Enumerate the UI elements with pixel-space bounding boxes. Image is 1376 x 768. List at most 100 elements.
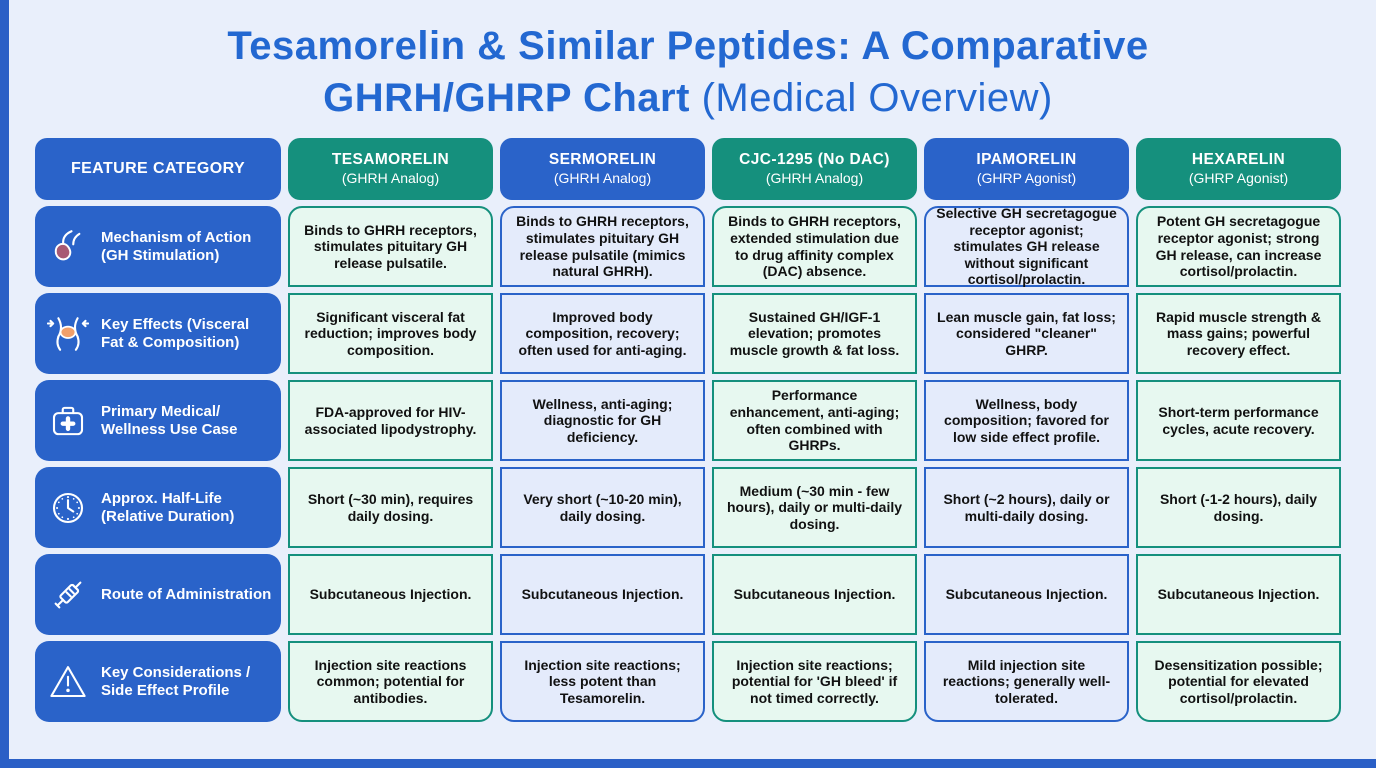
row-label-3: Approx. Half-Life (Relative Duration) xyxy=(35,467,281,548)
syringe-icon xyxy=(47,574,89,616)
table-cell-r3-c3: Short (~2 hours), daily or multi-daily d… xyxy=(924,467,1129,548)
row-label-2: Primary Medical/ Wellness Use Case xyxy=(35,380,281,461)
column-name: IPAMORELIN xyxy=(976,151,1077,169)
warning-triangle-icon xyxy=(47,661,89,703)
table-cell-text: Injection site reactions common; potenti… xyxy=(314,656,467,706)
table-cell-text: Injection site reactions; less potent th… xyxy=(524,656,681,706)
row-label-text: Key Considerations / Side Effect Profile xyxy=(101,663,251,699)
table-cell-text: Subcutaneous Injection. xyxy=(309,586,472,603)
table-cell-text: Subcutaneous Injection. xyxy=(1157,586,1320,603)
clock-icon xyxy=(47,487,89,529)
table-cell-text: Mild injection site reactions; generally… xyxy=(942,656,1111,706)
column-name: TESAMORELIN xyxy=(331,151,450,169)
table-cell-r2-c2: Performance enhancement, anti-aging; oft… xyxy=(712,380,917,461)
table-cell-r5-c4: Desensitization possible; potential for … xyxy=(1136,641,1341,722)
table-cell-r5-c0: Injection site reactions common; potenti… xyxy=(288,641,493,722)
table-cell-r4-c1: Subcutaneous Injection. xyxy=(500,554,705,635)
table-cell-text: Performance enhancement, anti-aging; oft… xyxy=(729,387,900,454)
row-label-0: Mechanism of Action (GH Stimulation) xyxy=(35,206,281,287)
page-title-line2-light: (Medical Overview) xyxy=(701,76,1053,120)
table-cell-r5-c2: Injection site reactions; potential for … xyxy=(712,641,917,722)
table-cell-r2-c3: Wellness, body composition; favored for … xyxy=(924,380,1129,461)
table-cell-text: Rapid muscle strength & mass gains; powe… xyxy=(1156,308,1321,358)
column-name: SERMORELIN xyxy=(548,151,657,169)
feature-category-header: FEATURE CATEGORY xyxy=(35,138,281,200)
table-cell-text: Short (-1-2 hours), daily dosing. xyxy=(1159,490,1318,524)
column-subtitle: (GHRP Agonist) xyxy=(1188,169,1289,186)
table-cell-r1-c4: Rapid muscle strength & mass gains; powe… xyxy=(1136,293,1341,374)
page-title-line1: Tesamorelin & Similar Peptides: A Compar… xyxy=(227,24,1149,68)
row-label-4: Route of Administration xyxy=(35,554,281,635)
table-cell-r2-c4: Short-term performance cycles, acute rec… xyxy=(1136,380,1341,461)
table-cell-r1-c3: Lean muscle gain, fat loss; considered "… xyxy=(924,293,1129,374)
table-cell-r3-c0: Short (~30 min), requires daily dosing. xyxy=(288,467,493,548)
table-cell-r4-c4: Subcutaneous Injection. xyxy=(1136,554,1341,635)
table-cell-text: Subcutaneous Injection. xyxy=(945,586,1108,603)
table-cell-r3-c4: Short (-1-2 hours), daily dosing. xyxy=(1136,467,1341,548)
table-cell-text: Subcutaneous Injection. xyxy=(733,586,896,603)
row-label-text: Primary Medical/ Wellness Use Case xyxy=(101,402,238,438)
first-aid-kit-icon xyxy=(47,400,89,442)
table-cell-r3-c2: Medium (~30 min - few hours), daily or m… xyxy=(712,467,917,548)
row-label-1: Key Effects (Visceral Fat & Composition) xyxy=(35,293,281,374)
table-cell-r0-c4: Potent GH secretagogue receptor agonist;… xyxy=(1136,206,1341,287)
table-cell-r0-c1: Binds to GHRH receptors, stimulates pitu… xyxy=(500,206,705,287)
table-cell-r4-c3: Subcutaneous Injection. xyxy=(924,554,1129,635)
table-cell-text: FDA-approved for HIV-associated lipodyst… xyxy=(304,403,477,437)
table-cell-text: Medium (~30 min - few hours), daily or m… xyxy=(726,482,903,532)
table-cell-r2-c0: FDA-approved for HIV-associated lipodyst… xyxy=(288,380,493,461)
table-cell-r4-c2: Subcutaneous Injection. xyxy=(712,554,917,635)
table-cell-text: Improved body composition, recovery; oft… xyxy=(518,308,687,358)
page-title: Tesamorelin & Similar Peptides: A Compar… xyxy=(0,0,1376,124)
table-cell-r5-c3: Mild injection site reactions; generally… xyxy=(924,641,1129,722)
table-cell-r3-c1: Very short (~10-20 min), daily dosing. xyxy=(500,467,705,548)
table-cell-text: Lean muscle gain, fat loss; considered "… xyxy=(937,308,1116,358)
table-cell-r1-c0: Significant visceral fat reduction; impr… xyxy=(288,293,493,374)
table-cell-text: Selective GH secretagogue receptor agoni… xyxy=(936,205,1117,288)
column-header-hexarelin: HEXARELIN (GHRP Agonist) xyxy=(1136,138,1341,200)
frame-left-bar xyxy=(0,0,9,768)
comparison-table: FEATURE CATEGORY TESAMORELIN (GHRH Analog)… xyxy=(35,138,1341,722)
page-title-line2-strong: GHRH/GHRP Chart xyxy=(323,76,690,120)
column-name: HEXARELIN xyxy=(1191,151,1286,169)
table-cell-text: Injection site reactions; potential for … xyxy=(731,656,898,706)
table-cell-r4-c0: Subcutaneous Injection. xyxy=(288,554,493,635)
table-cell-text: Desensitization possible; potential for … xyxy=(1154,656,1323,706)
frame-bottom-bar xyxy=(0,759,1376,768)
column-header-sermorelin: SERMORELIN (GHRH Analog) xyxy=(500,138,705,200)
row-label-text: Mechanism of Action (GH Stimulation) xyxy=(101,228,252,264)
pituitary-gland-icon xyxy=(47,226,89,268)
table-cell-text: Short (~2 hours), daily or multi-daily d… xyxy=(943,490,1110,524)
table-cell-text: Binds to GHRH receptors, extended stimul… xyxy=(728,213,901,280)
column-name: CJC-1295 (No DAC) xyxy=(739,151,890,169)
table-cell-r1-c2: Sustained GH/IGF-1 elevation; promotes m… xyxy=(712,293,917,374)
table-cell-r0-c0: Binds to GHRH receptors, stimulates pitu… xyxy=(288,206,493,287)
table-cell-text: Sustained GH/IGF-1 elevation; promotes m… xyxy=(729,308,900,358)
table-cell-text: Wellness, body composition; favored for … xyxy=(944,395,1109,445)
table-cell-text: Subcutaneous Injection. xyxy=(521,586,684,603)
table-cell-text: Binds to GHRH receptors, stimulates pitu… xyxy=(516,213,689,280)
column-subtitle: (GHRH Analog) xyxy=(553,169,652,186)
column-header-ipamorelin: IPAMORELIN (GHRP Agonist) xyxy=(924,138,1129,200)
row-label-5: Key Considerations / Side Effect Profile xyxy=(35,641,281,722)
table-cell-text: Short (~30 min), requires daily dosing. xyxy=(307,490,474,524)
waist-icon xyxy=(47,313,89,355)
row-label-text: Approx. Half-Life (Relative Duration) xyxy=(101,489,235,525)
table-cell-text: Short-term performance cycles, acute rec… xyxy=(1158,403,1319,437)
column-subtitle: (GHRH Analog) xyxy=(341,169,440,186)
column-subtitle: (GHRP Agonist) xyxy=(976,169,1077,186)
row-label-text: Route of Administration xyxy=(101,585,272,603)
table-cell-r0-c3: Selective GH secretagogue receptor agoni… xyxy=(924,205,1129,288)
table-cell-text: Potent GH secretagogue receptor agonist;… xyxy=(1155,213,1322,280)
column-subtitle: (GHRH Analog) xyxy=(765,169,864,186)
column-header-tesamorelin: TESAMORELIN (GHRH Analog) xyxy=(288,138,493,200)
table-cell-r1-c1: Improved body composition, recovery; oft… xyxy=(500,293,705,374)
table-cell-r5-c1: Injection site reactions; less potent th… xyxy=(500,641,705,722)
table-cell-r0-c2: Binds to GHRH receptors, extended stimul… xyxy=(712,206,917,287)
column-header-cjc-1295-no-dac: CJC-1295 (No DAC) (GHRH Analog) xyxy=(712,138,917,200)
table-cell-text: Binds to GHRH receptors, stimulates pitu… xyxy=(304,221,477,271)
row-label-text: Key Effects (Visceral Fat & Composition) xyxy=(101,315,250,351)
table-cell-text: Wellness, anti-aging; diagnostic for GH … xyxy=(532,395,673,445)
table-cell-text: Significant visceral fat reduction; impr… xyxy=(304,308,477,358)
table-cell-r2-c1: Wellness, anti-aging; diagnostic for GH … xyxy=(500,380,705,461)
